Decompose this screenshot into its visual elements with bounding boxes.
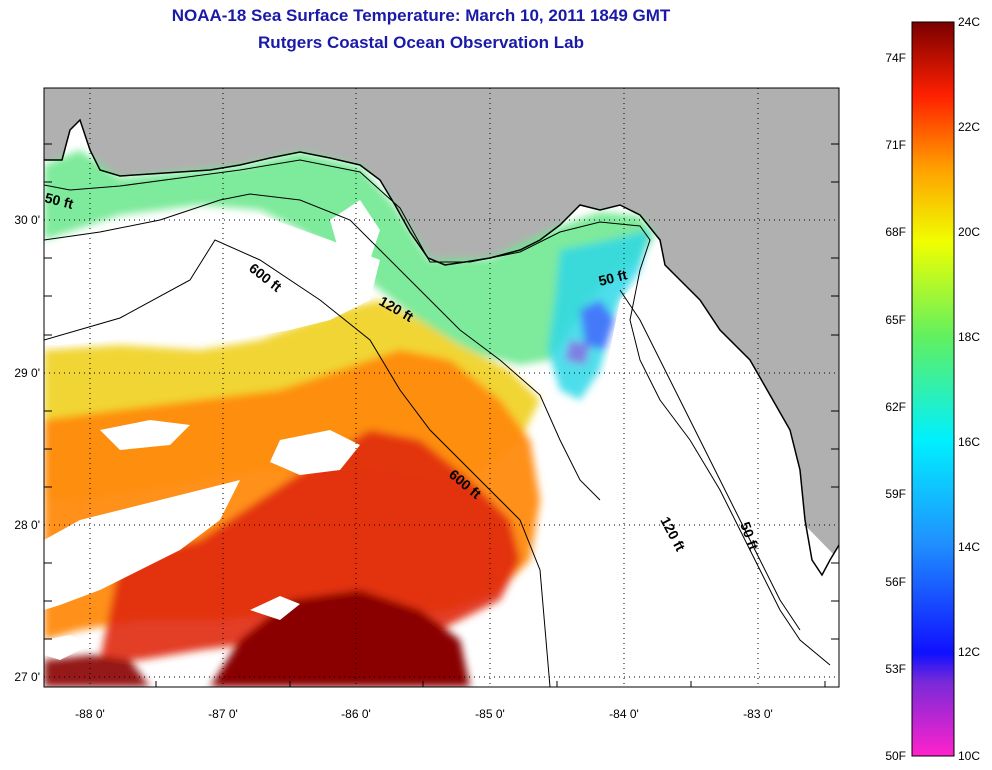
lon-label: -83 0'	[743, 707, 773, 721]
colorbar-c-label: 16C	[958, 435, 980, 449]
lat-label: 29 0'	[14, 366, 40, 380]
colorbar-f-label: 71F	[885, 138, 906, 152]
colorbar-f-label: 68F	[885, 225, 906, 239]
land	[44, 88, 839, 575]
colorbar-c-label: 24C	[958, 15, 980, 29]
colorbar-f-label: 56F	[885, 575, 906, 589]
lat-label: 27 0'	[14, 670, 40, 684]
colorbar-f-label: 50F	[885, 749, 906, 763]
colorbar-c-label: 10C	[958, 749, 980, 763]
depth-contours	[44, 159, 831, 687]
colorbar-c-label: 20C	[958, 225, 980, 239]
lat-label: 30 0'	[14, 213, 40, 227]
lon-label: -88 0'	[75, 707, 105, 721]
colorbar-c-label: 12C	[958, 645, 980, 659]
colorbar-f-label: 62F	[885, 400, 906, 414]
lon-label: -87 0'	[208, 707, 238, 721]
colorbar-f-label: 65F	[885, 313, 906, 327]
lon-label: -85 0'	[475, 707, 505, 721]
contour-label: 50 ft	[43, 189, 75, 212]
colorbar-f-label: 59F	[885, 487, 906, 501]
lon-label: -86 0'	[341, 707, 371, 721]
lat-label: 28 0'	[14, 518, 40, 532]
colorbar-c-label: 22C	[958, 120, 980, 134]
map-title: NOAA-18 Sea Surface Temperature: March 1…	[171, 6, 671, 25]
colorbar-c-label: 14C	[958, 540, 980, 554]
lon-label: -84 0'	[609, 707, 639, 721]
map-subtitle: Rutgers Coastal Ocean Observation Lab	[258, 33, 584, 52]
colorbar	[911, 21, 955, 757]
coastline	[44, 118, 839, 577]
cloud-cover	[44, 200, 839, 687]
axis-ticks	[44, 143, 839, 687]
contour-label: 50 ft	[597, 266, 629, 289]
colorbar-f-label: 53F	[885, 662, 906, 676]
colorbar-f-label: 74F	[885, 51, 906, 65]
colorbar-c-label: 18C	[958, 330, 980, 344]
